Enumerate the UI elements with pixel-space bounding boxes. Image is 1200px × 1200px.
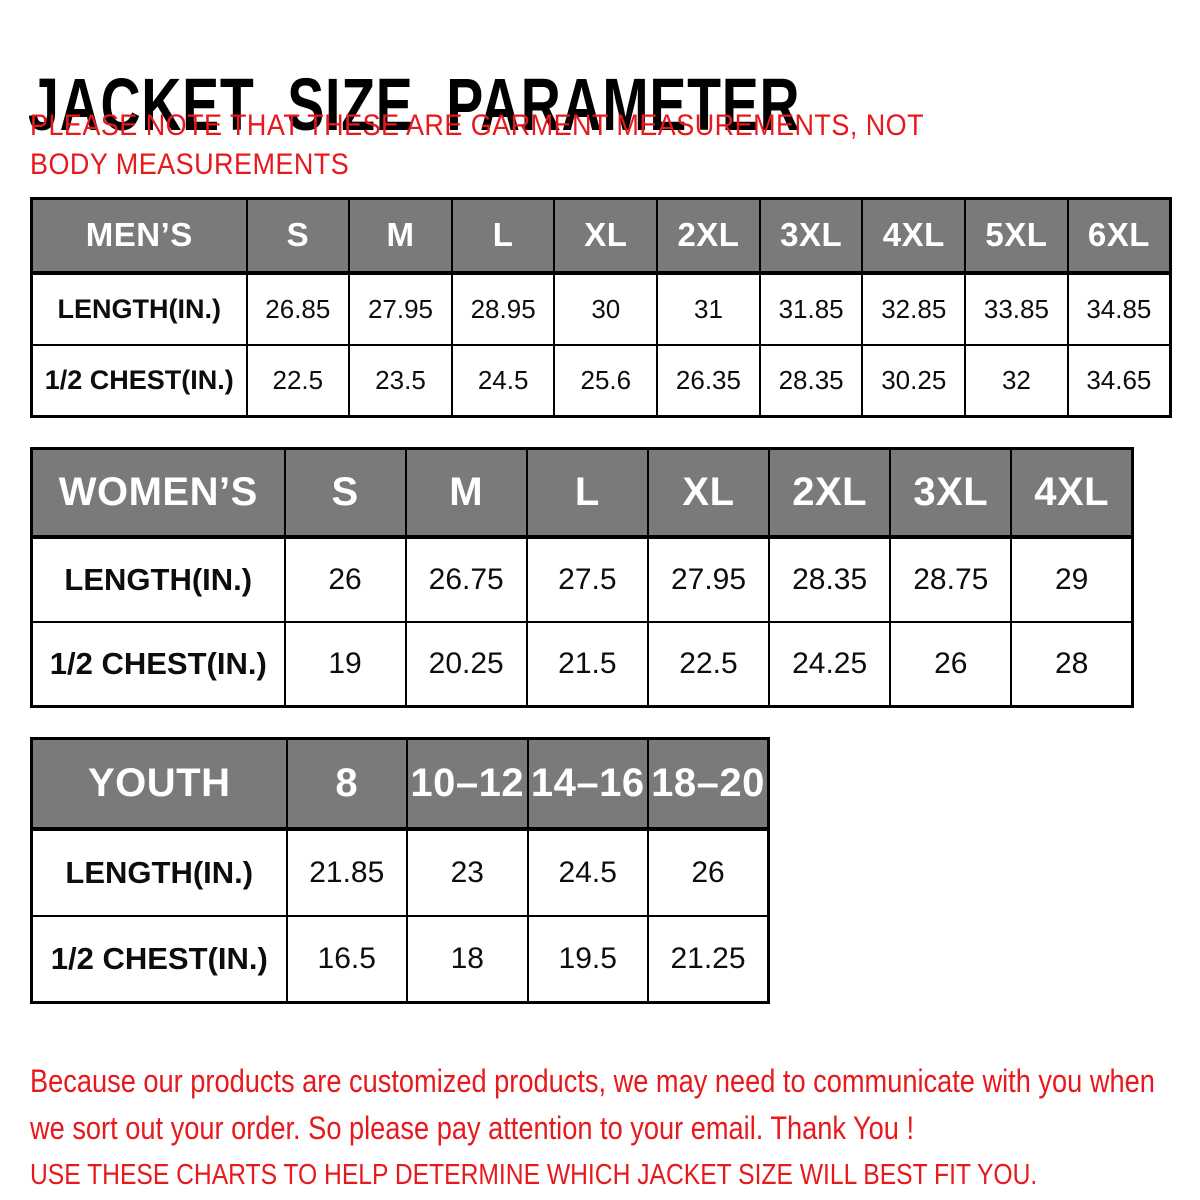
measurement-cell: 30 — [553, 271, 659, 346]
measurement-cell: 30.25 — [861, 343, 967, 418]
measurement-cell: 25.6 — [553, 343, 659, 418]
fit-guide-note: USE THESE CHARTS TO HELP DETERMINE WHICH… — [30, 1159, 1038, 1191]
row-label: 1/2 CHEST(IN.) — [30, 914, 288, 1004]
measurement-cell: 28.35 — [758, 343, 864, 418]
measurement-cell: 26.75 — [404, 535, 528, 623]
measurement-cell: 22.5 — [646, 620, 771, 708]
page-title: JACKET SIZE PARAMETER — [28, 62, 801, 146]
size-column-header: 8 — [285, 737, 408, 831]
measurement-cell: 23 — [406, 827, 529, 917]
row-label: 1/2 CHEST(IN.) — [30, 620, 286, 708]
measurement-cell: 27.95 — [646, 535, 771, 623]
measurement-cell: 26.35 — [656, 343, 761, 418]
measurement-cell: 26.85 — [245, 271, 351, 346]
measurement-cell: 16.5 — [285, 914, 408, 1004]
mens-category-header: MEN’S — [30, 197, 248, 275]
table-row: 1/2 CHEST(IN.) 22.5 23.5 24.5 25.6 26.35… — [30, 343, 1172, 418]
row-label: LENGTH(IN.) — [30, 271, 248, 346]
measurement-cell: 26 — [647, 827, 770, 917]
measurement-cell: 26 — [889, 620, 1013, 708]
measurement-cell: 31 — [656, 271, 761, 346]
size-column-header: 4XL — [861, 197, 967, 275]
size-column-header: L — [450, 197, 556, 275]
measurement-cell: 27.95 — [348, 271, 453, 346]
size-column-header: S — [283, 447, 407, 539]
table-row: LENGTH(IN.) 26 26.75 27.5 27.95 28.35 28… — [30, 535, 1134, 623]
youth-size-table: YOUTH 8 10–12 14–16 18–20 LENGTH(IN.) 21… — [30, 737, 770, 1004]
measurement-cell: 34.85 — [1066, 271, 1172, 346]
size-column-header: 3XL — [758, 197, 864, 275]
measurement-cell: 23.5 — [348, 343, 453, 418]
measurement-cell: 33.85 — [964, 271, 1069, 346]
row-label: 1/2 CHEST(IN.) — [30, 343, 248, 418]
customization-notice: Because our products are customized prod… — [30, 1063, 1155, 1146]
measurement-cell: 26 — [283, 535, 407, 623]
table-row: 1/2 CHEST(IN.) 16.5 18 19.5 21.25 — [30, 914, 770, 1004]
table-header-row: YOUTH 8 10–12 14–16 18–20 — [30, 737, 770, 831]
measurement-cell: 24.25 — [768, 620, 892, 708]
size-column-header: S — [245, 197, 351, 275]
measurement-cell: 19.5 — [526, 914, 649, 1004]
size-column-header: 6XL — [1066, 197, 1172, 275]
measurement-cell: 29 — [1010, 535, 1134, 623]
measurement-cell: 28 — [1010, 620, 1134, 708]
measurement-cell: 21.25 — [647, 914, 770, 1004]
table-header-row: WOMEN’S S M L XL 2XL 3XL 4XL — [30, 447, 1134, 539]
measurement-cell: 20.25 — [404, 620, 528, 708]
size-column-header: 5XL — [964, 197, 1069, 275]
womens-size-table: WOMEN’S S M L XL 2XL 3XL 4XL LENGTH(IN.)… — [30, 447, 1134, 708]
measurement-cell: 31.85 — [758, 271, 864, 346]
row-label: LENGTH(IN.) — [30, 827, 288, 917]
table-row: LENGTH(IN.) 21.85 23 24.5 26 — [30, 827, 770, 917]
size-column-header: 4XL — [1010, 447, 1134, 539]
size-column-header: 18–20 — [647, 737, 770, 831]
size-column-header: M — [404, 447, 528, 539]
measurement-cell: 22.5 — [245, 343, 351, 418]
size-column-header: 2XL — [768, 447, 892, 539]
table-header-row: MEN’S S M L XL 2XL 3XL 4XL 5XL 6XL — [30, 197, 1172, 275]
measurement-cell: 32 — [964, 343, 1069, 418]
measurement-cell: 28.95 — [450, 271, 556, 346]
measurement-cell: 34.65 — [1066, 343, 1172, 418]
measurement-cell: 21.5 — [525, 620, 649, 708]
measurement-cell: 28.35 — [768, 535, 892, 623]
row-label: LENGTH(IN.) — [30, 535, 286, 623]
size-column-header: 2XL — [656, 197, 761, 275]
measurement-cell: 24.5 — [450, 343, 556, 418]
garment-measurement-note: PLEASE NOTE THAT THESE ARE GARMENT MEASU… — [30, 109, 924, 181]
size-column-header: XL — [646, 447, 771, 539]
youth-category-header: YOUTH — [30, 737, 288, 831]
size-column-header: 14–16 — [526, 737, 649, 831]
size-column-header: 3XL — [889, 447, 1013, 539]
measurement-cell: 21.85 — [285, 827, 408, 917]
mens-size-table: MEN’S S M L XL 2XL 3XL 4XL 5XL 6XL LENGT… — [30, 197, 1172, 418]
measurement-cell: 18 — [406, 914, 529, 1004]
size-column-header: M — [348, 197, 453, 275]
measurement-cell: 24.5 — [526, 827, 649, 917]
measurement-cell: 32.85 — [861, 271, 967, 346]
measurement-cell: 19 — [283, 620, 407, 708]
table-row: LENGTH(IN.) 26.85 27.95 28.95 30 31 31.8… — [30, 271, 1172, 346]
table-row: 1/2 CHEST(IN.) 19 20.25 21.5 22.5 24.25 … — [30, 620, 1134, 708]
womens-category-header: WOMEN’S — [30, 447, 286, 539]
size-column-header: XL — [553, 197, 659, 275]
measurement-cell: 28.75 — [889, 535, 1013, 623]
size-column-header: 10–12 — [406, 737, 529, 831]
size-column-header: L — [525, 447, 649, 539]
measurement-cell: 27.5 — [525, 535, 649, 623]
